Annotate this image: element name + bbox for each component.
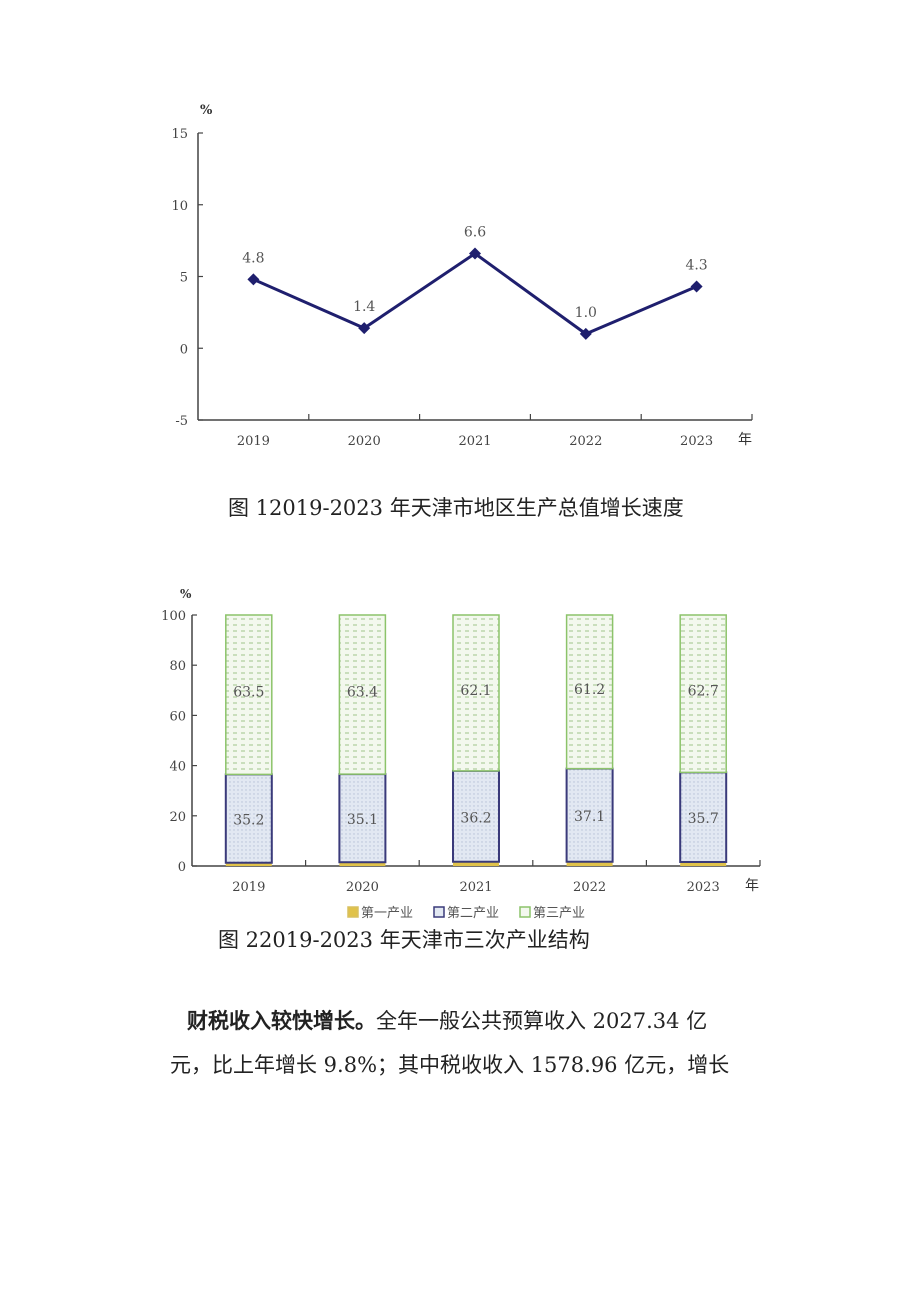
- y-tick-label: 10: [171, 199, 188, 214]
- y-tick-label: 40: [169, 760, 186, 775]
- y-tick-label: 100: [161, 609, 186, 624]
- y-tick-label: -5: [175, 414, 188, 429]
- x-tick-label: 2021: [459, 880, 492, 895]
- stacked-bar-2023: 35.7 62.7: [679, 614, 728, 866]
- paragraph-lead: 财税收入较快增长。: [187, 1008, 376, 1033]
- chart-legend: 第一产业 第二产业 第三产业: [347, 906, 585, 921]
- data-label: 1.0: [575, 305, 597, 321]
- x-tick-label: 2020: [346, 880, 379, 895]
- bar-segment-primary: [453, 861, 499, 866]
- bar-segment-tertiary: [338, 614, 387, 775]
- y-axis-unit-label: %: [200, 103, 213, 118]
- x-tick-label: 2021: [458, 434, 491, 449]
- data-label: 63.4: [347, 685, 378, 701]
- bar-segment-tertiary: [565, 614, 614, 770]
- x-tick-label: 2020: [348, 434, 381, 449]
- y-tick-label: 5: [180, 271, 188, 286]
- fiscal-revenue-paragraph: 财税收入较快增长。全年一般公共预算收入 2027.34 亿 元，比上年增长 9.…: [170, 999, 770, 1087]
- data-label: 61.2: [574, 682, 605, 698]
- x-tick-label: 2023: [687, 880, 720, 895]
- legend-swatch-icon: [347, 906, 359, 918]
- bar-segment-tertiary: [452, 614, 500, 772]
- data-label: 35.2: [233, 813, 264, 829]
- legend-label: 第三产业: [533, 906, 585, 921]
- data-label: 4.8: [242, 250, 264, 266]
- x-tick-label: 2019: [232, 880, 265, 895]
- data-point-marker: [690, 280, 703, 293]
- data-label: 37.1: [574, 809, 605, 825]
- data-label: 62.7: [688, 684, 719, 700]
- bar-segment-primary: [339, 862, 386, 866]
- stacked-bar-2019: 35.2 63.5: [224, 614, 273, 866]
- bar-segment-secondary: [679, 771, 728, 863]
- figure1-caption: 图 12019-2023 年天津市地区生产总值增长速度: [228, 496, 684, 520]
- stacked-bar-2022: 37.1 61.2: [565, 614, 614, 866]
- bar-segment-primary: [566, 861, 613, 866]
- data-label: 35.1: [347, 812, 378, 828]
- y-axis-unit-label: %: [180, 587, 192, 601]
- data-label: 4.3: [685, 258, 707, 274]
- stacked-bar-2021: 36.2 62.1: [452, 614, 500, 866]
- x-axis-unit-label: 年: [745, 878, 759, 894]
- data-label: 62.1: [460, 683, 491, 699]
- x-axis-unit-label: 年: [738, 432, 752, 448]
- data-point-marker: [579, 327, 592, 340]
- x-tick-label: 2019: [237, 434, 270, 449]
- bar-segment-secondary: [452, 769, 500, 863]
- paragraph-text: 全年一般公共预算收入 2027.34 亿: [376, 1009, 708, 1033]
- bar-segment-tertiary: [225, 614, 273, 776]
- x-tick-label: 2023: [680, 434, 713, 449]
- data-point-marker: [358, 322, 371, 335]
- y-tick-label: 15: [171, 127, 188, 142]
- bar-segment-secondary: [224, 773, 273, 864]
- x-tick-label: 2022: [569, 434, 602, 449]
- bar-segment-secondary: [565, 767, 614, 863]
- data-label: 6.6: [464, 225, 486, 241]
- legend-swatch-icon: [433, 906, 445, 918]
- data-label: 1.4: [353, 299, 375, 315]
- x-tick-label: 2022: [573, 880, 606, 895]
- legend-label: 第一产业: [361, 906, 413, 921]
- bar-segment-secondary: [338, 773, 387, 864]
- bar-segment-primary: [225, 862, 272, 866]
- stacked-bar-2020: 35.1 63.4: [338, 614, 387, 866]
- bar-segment-tertiary: [679, 614, 727, 774]
- data-label: 63.5: [233, 685, 264, 701]
- y-tick-label: 0: [180, 342, 188, 357]
- data-label: 36.2: [460, 810, 491, 826]
- legend-label: 第二产业: [447, 906, 499, 921]
- legend-swatch-icon: [519, 906, 531, 918]
- y-tick-label: 80: [169, 659, 186, 674]
- paragraph-text: 元，比上年增长 9.8%；其中税收收入 1578.96 亿元，增长: [170, 1053, 730, 1077]
- data-label: 35.7: [688, 811, 719, 827]
- y-tick-label: 0: [178, 860, 186, 875]
- bar-segment-primary: [680, 861, 727, 866]
- data-point-marker: [247, 273, 260, 286]
- figure2-caption: 图 22019-2023 年天津市三次产业结构: [218, 928, 590, 952]
- y-tick-label: 20: [169, 810, 186, 825]
- data-point-marker: [469, 247, 481, 260]
- gdp-growth-line-chart: % 15 10 5 0 -5 2019 2020 2021 2022 2023 4.8 1.4 6.…: [171, 103, 753, 449]
- y-tick-label: 60: [169, 709, 186, 724]
